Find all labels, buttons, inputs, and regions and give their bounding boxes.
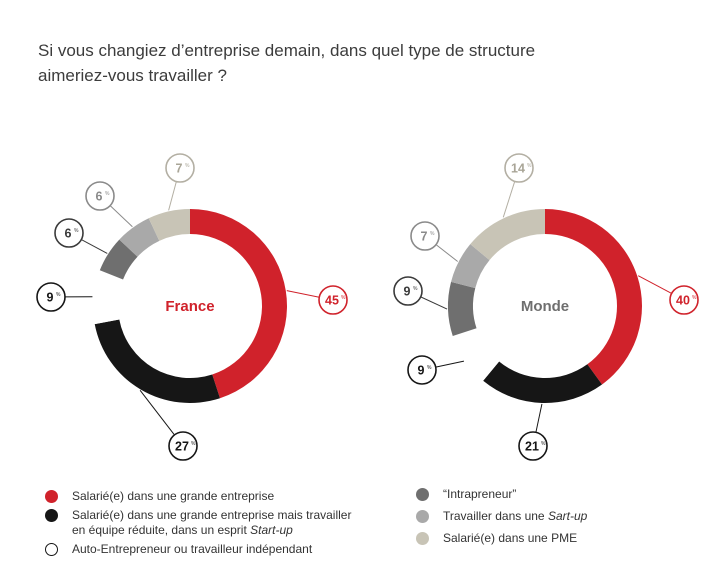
- legend-item-equipe-reduite: Salarié(e) dans une grande entreprise ma…: [45, 508, 375, 538]
- leader-line: [420, 296, 448, 310]
- donut-center-title: France: [165, 298, 214, 315]
- title-line-1: Si vous changiez d’entreprise demain, da…: [38, 41, 536, 60]
- legend-item-intrapreneur: “Intrapreneur”: [416, 487, 696, 502]
- percent-sign: %: [74, 228, 79, 234]
- legend-label-prefix: Travailler dans une: [443, 509, 548, 523]
- legend-label-line-1: Salarié(e) dans une grande entreprise ma…: [72, 508, 352, 522]
- legend-right: “Intrapreneur” Travailler dans une Sart-…: [416, 487, 696, 553]
- leader-line: [81, 239, 108, 254]
- leader-line: [109, 205, 133, 228]
- value-bubble: [504, 153, 534, 183]
- data-label: 6: [65, 227, 72, 241]
- leader-line: [139, 390, 175, 436]
- legend-swatch-dark-gray: [416, 488, 429, 501]
- value-bubble: [518, 431, 548, 461]
- data-label: 7: [421, 230, 428, 244]
- donut-monde: 40 %21 %9 %9 %7 %14 %Monde: [393, 153, 699, 461]
- donut-slice-pme: [148, 209, 190, 241]
- legend-label-italic: Sart-up: [547, 509, 588, 523]
- percent-sign: %: [692, 295, 697, 301]
- leader-line: [435, 244, 458, 262]
- data-label: 6: [96, 190, 103, 204]
- percent-sign: %: [56, 292, 61, 298]
- legend-label: Salarié(e) dans une PME: [443, 531, 578, 545]
- leader-line: [502, 181, 516, 218]
- percent-sign: %: [191, 441, 196, 447]
- value-bubble: [165, 153, 195, 183]
- percent-sign: %: [341, 295, 346, 301]
- legend-swatch-black: [45, 509, 58, 522]
- legend-label: Salarié(e) dans une grande entreprise ma…: [72, 508, 351, 538]
- donut-slice-startup: [451, 244, 490, 289]
- legend-label: “Intrapreneur”: [443, 487, 517, 501]
- data-label: 14: [511, 162, 525, 176]
- percent-sign: %: [427, 365, 432, 371]
- donut-slice-startup: [119, 218, 160, 257]
- donut-slice-intrapreneur: [447, 281, 477, 336]
- value-bubble: [393, 276, 423, 306]
- legend-swatch-white: [45, 543, 58, 556]
- value-bubble: [85, 181, 115, 211]
- legend-item-grande-entreprise: Salarié(e) dans une grande entreprise: [45, 489, 375, 504]
- value-bubble: [318, 285, 348, 315]
- legend-label: Travailler dans une Sart-up: [443, 509, 587, 524]
- data-label: 9: [47, 291, 54, 305]
- donut-slice-pme: [470, 209, 545, 261]
- leader-line: [535, 403, 543, 433]
- percent-sign: %: [541, 441, 546, 447]
- percent-sign: %: [527, 163, 532, 169]
- leader-line: [286, 290, 320, 298]
- donut-slice-grande-entreprise: [190, 209, 287, 399]
- leader-line: [435, 360, 465, 368]
- legend-label-italic: Start-up: [250, 523, 293, 537]
- percent-sign: %: [105, 191, 110, 197]
- legend-label: Salarié(e) dans une grande entreprise: [72, 489, 275, 503]
- legend-label: Auto-Entrepreneur ou travailleur indépen…: [72, 542, 313, 556]
- value-bubble: [54, 218, 84, 248]
- legend-item-startup: Travailler dans une Sart-up: [416, 509, 696, 524]
- legend-item-auto-entrepreneur: Auto-Entrepreneur ou travailleur indépen…: [45, 542, 375, 557]
- data-label: 27: [175, 440, 189, 454]
- leader-line: [637, 275, 672, 294]
- legend-swatch-beige: [416, 532, 429, 545]
- data-label: 9: [404, 285, 411, 299]
- data-label: 7: [176, 162, 183, 176]
- data-label: 9: [418, 364, 425, 378]
- title-line-2: aimeriez-vous travailler ?: [38, 66, 227, 85]
- value-bubble: [168, 431, 198, 461]
- data-label: 21: [525, 440, 539, 454]
- leader-line: [168, 181, 177, 211]
- donut-france: 45 %27 %9 %6 %6 %7 %France: [36, 153, 348, 461]
- donut-slice-equipe-reduite: [483, 361, 603, 404]
- legend-swatch-mid-gray: [416, 510, 429, 523]
- donut-slice-auto-entrepreneur: [452, 328, 500, 381]
- value-bubble: [36, 282, 66, 312]
- legend-left: Salarié(e) dans une grande entreprise Sa…: [45, 489, 375, 561]
- value-bubble: [410, 221, 440, 251]
- legend-label-line-2: en équipe réduite, dans un esprit: [72, 523, 251, 537]
- donut-slice-grande-entreprise: [545, 209, 642, 385]
- value-bubble: [407, 355, 437, 385]
- donut-slice-equipe-reduite: [94, 319, 220, 403]
- legend-item-pme: Salarié(e) dans une PME: [416, 531, 696, 546]
- percent-sign: %: [413, 286, 418, 292]
- percent-sign: %: [185, 163, 190, 169]
- legend-swatch-red: [45, 490, 58, 503]
- value-bubble: [669, 285, 699, 315]
- donut-slice-auto-entrepreneur: [93, 270, 124, 325]
- data-label: 45: [325, 294, 339, 308]
- percent-sign: %: [430, 231, 435, 237]
- donut-center-title: Monde: [521, 298, 569, 315]
- chart-title: Si vous changiez d’entreprise demain, da…: [38, 38, 598, 88]
- data-label: 40: [676, 294, 690, 308]
- donut-slice-intrapreneur: [99, 239, 138, 280]
